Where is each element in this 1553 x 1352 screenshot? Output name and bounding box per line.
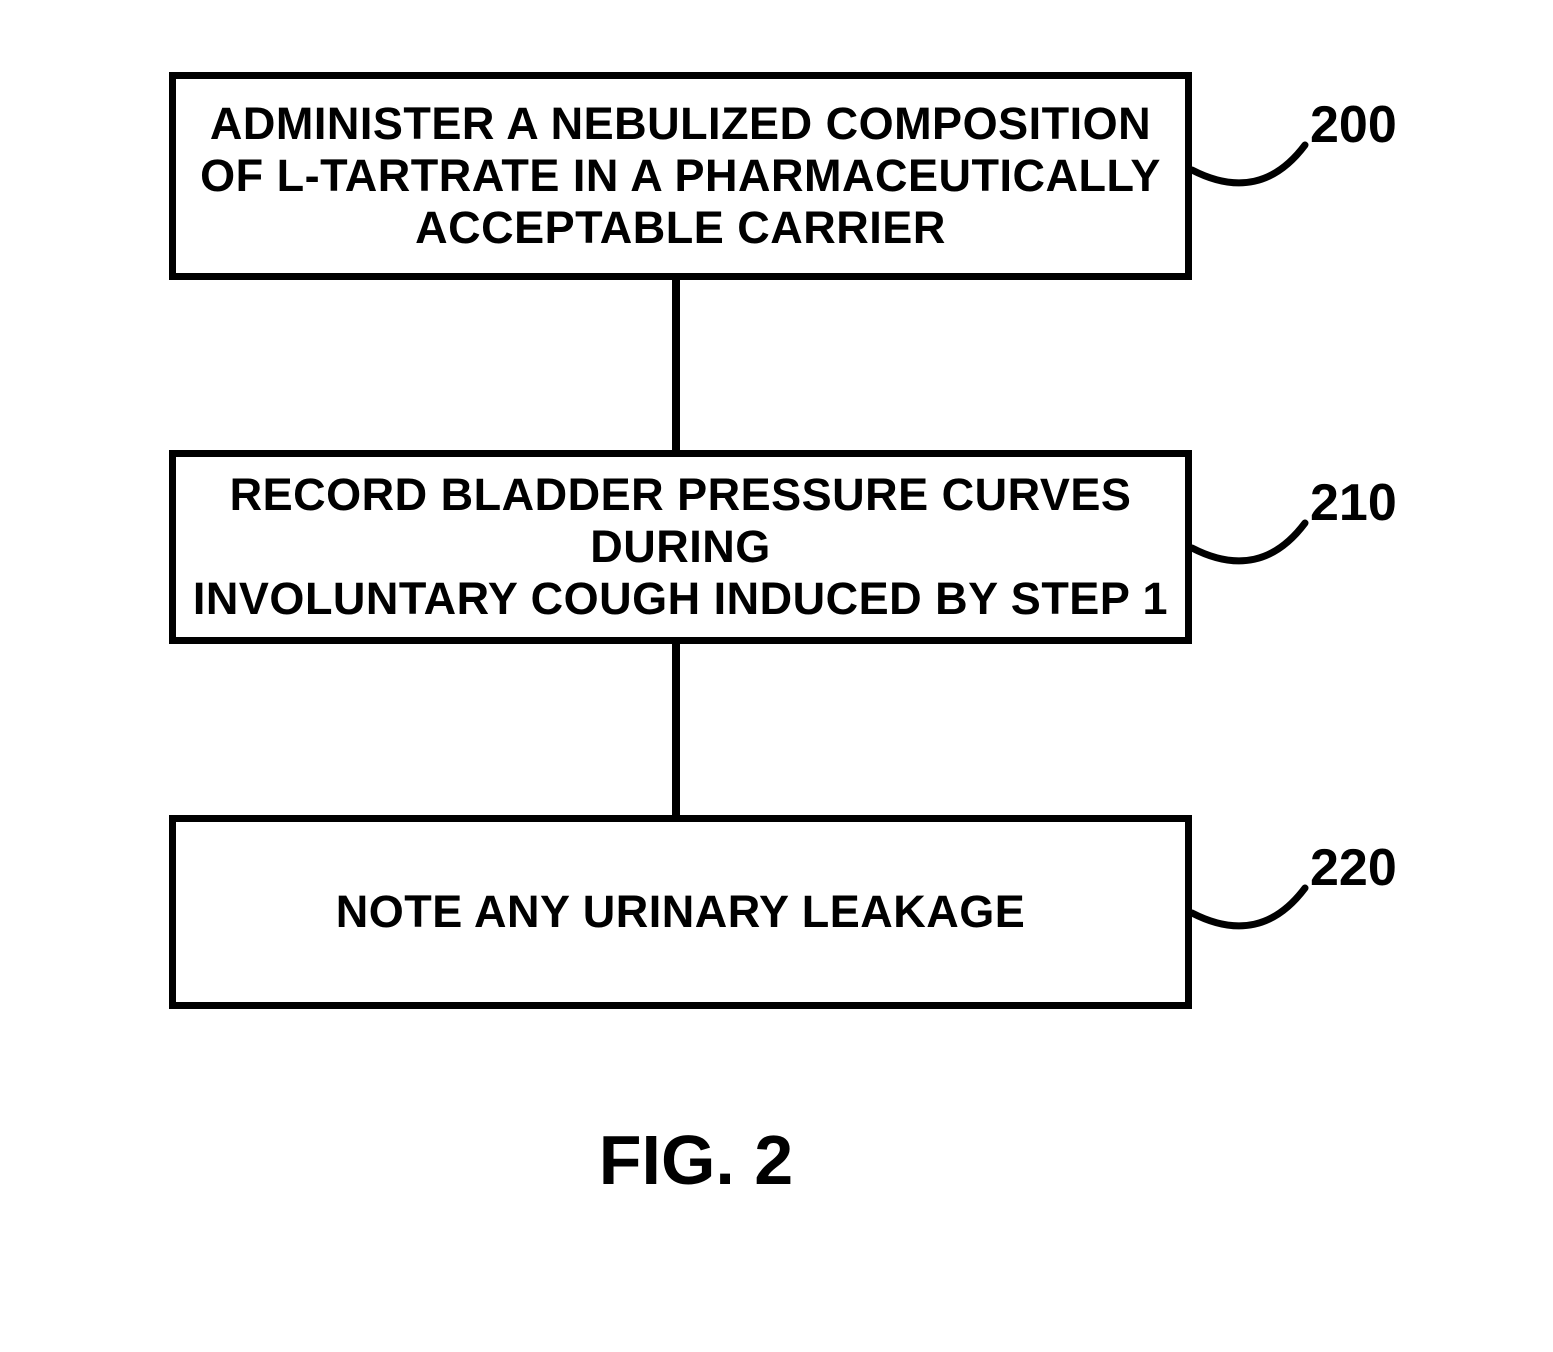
figure-caption: FIG. 2 bbox=[546, 1120, 846, 1200]
ref-label-200: 200 bbox=[1310, 95, 1397, 155]
figure-canvas: ADMINISTER A NEBULIZED COMPOSITION OF L-… bbox=[0, 0, 1553, 1352]
ref-label-210: 210 bbox=[1310, 473, 1397, 533]
ref-label-220: 220 bbox=[1310, 838, 1397, 898]
